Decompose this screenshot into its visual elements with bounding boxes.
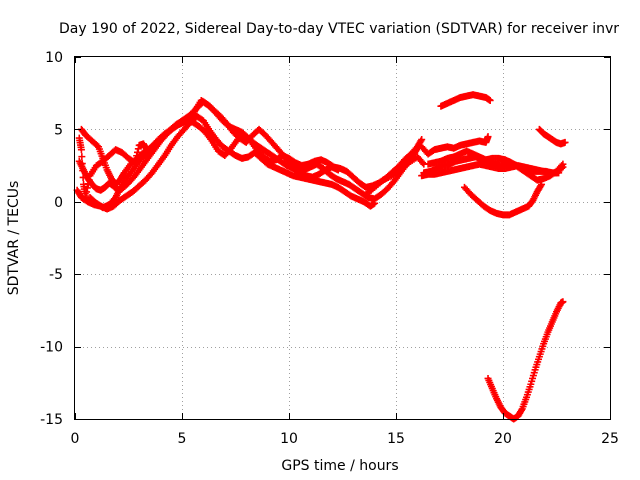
data-point — [334, 166, 342, 174]
data-point — [133, 152, 141, 160]
series-arc-F — [362, 153, 428, 199]
series-arc-G — [418, 133, 492, 158]
series-arc-K — [460, 180, 546, 219]
data-point — [538, 180, 546, 188]
data-point — [143, 146, 151, 154]
y-tick-label: -10 — [40, 340, 63, 356]
x-tick-label: 20 — [494, 431, 512, 447]
x-tick-label: 10 — [280, 431, 298, 447]
x-axis-label: GPS time / hours — [281, 458, 398, 474]
data-point — [484, 133, 492, 141]
data-point — [559, 298, 567, 306]
data-point — [561, 138, 569, 146]
plot-frame — [74, 56, 611, 420]
data-point — [418, 136, 426, 144]
data-points — [73, 91, 569, 423]
data-point — [144, 147, 152, 155]
data-point — [82, 192, 90, 200]
y-tick-label: 5 — [54, 122, 63, 138]
data-point — [131, 159, 139, 167]
series-arc-D — [86, 98, 342, 212]
data-point — [85, 176, 93, 184]
series-arc-M — [535, 125, 569, 148]
data-point — [419, 159, 427, 167]
y-tick-label: -15 — [40, 412, 63, 428]
y-tick-label: -5 — [49, 267, 63, 283]
series-arc-L — [437, 91, 494, 110]
data-point — [132, 155, 140, 163]
chart-title: Day 190 of 2022, Sidereal Day-to-day VTE… — [59, 21, 619, 37]
x-tick-label: 5 — [178, 431, 187, 447]
data-point — [134, 145, 142, 153]
grid-lines — [75, 57, 610, 419]
data-point — [77, 146, 85, 154]
x-tick-label: 0 — [71, 431, 80, 447]
x-tick-label: 25 — [601, 431, 619, 447]
data-point — [83, 184, 91, 192]
series-arc-N — [484, 298, 567, 423]
data-point — [83, 188, 91, 196]
data-point — [559, 160, 567, 168]
y-axis-label: SDTVAR / TECUs — [6, 181, 22, 296]
data-point — [133, 148, 141, 156]
data-point — [79, 173, 87, 181]
x-tick-label: 15 — [387, 431, 405, 447]
axis-ticks — [75, 57, 611, 420]
data-point — [486, 96, 494, 104]
data-point — [79, 167, 87, 175]
data-point — [537, 182, 545, 190]
x-tick-labels: 0 5 10 15 20 25 — [71, 431, 619, 447]
series-arc-I — [418, 160, 567, 180]
y-tick-label: 10 — [45, 50, 63, 66]
series-arc-J — [424, 147, 567, 184]
y-tick-labels: -15 -10 -5 0 5 10 — [40, 50, 63, 428]
data-point — [84, 180, 92, 188]
data-point — [517, 406, 525, 414]
data-point — [558, 162, 566, 170]
y-tick-label: 0 — [54, 195, 63, 211]
data-point — [417, 137, 425, 145]
series-arc-E — [75, 134, 152, 200]
data-point — [78, 153, 86, 161]
data-point — [78, 160, 86, 168]
